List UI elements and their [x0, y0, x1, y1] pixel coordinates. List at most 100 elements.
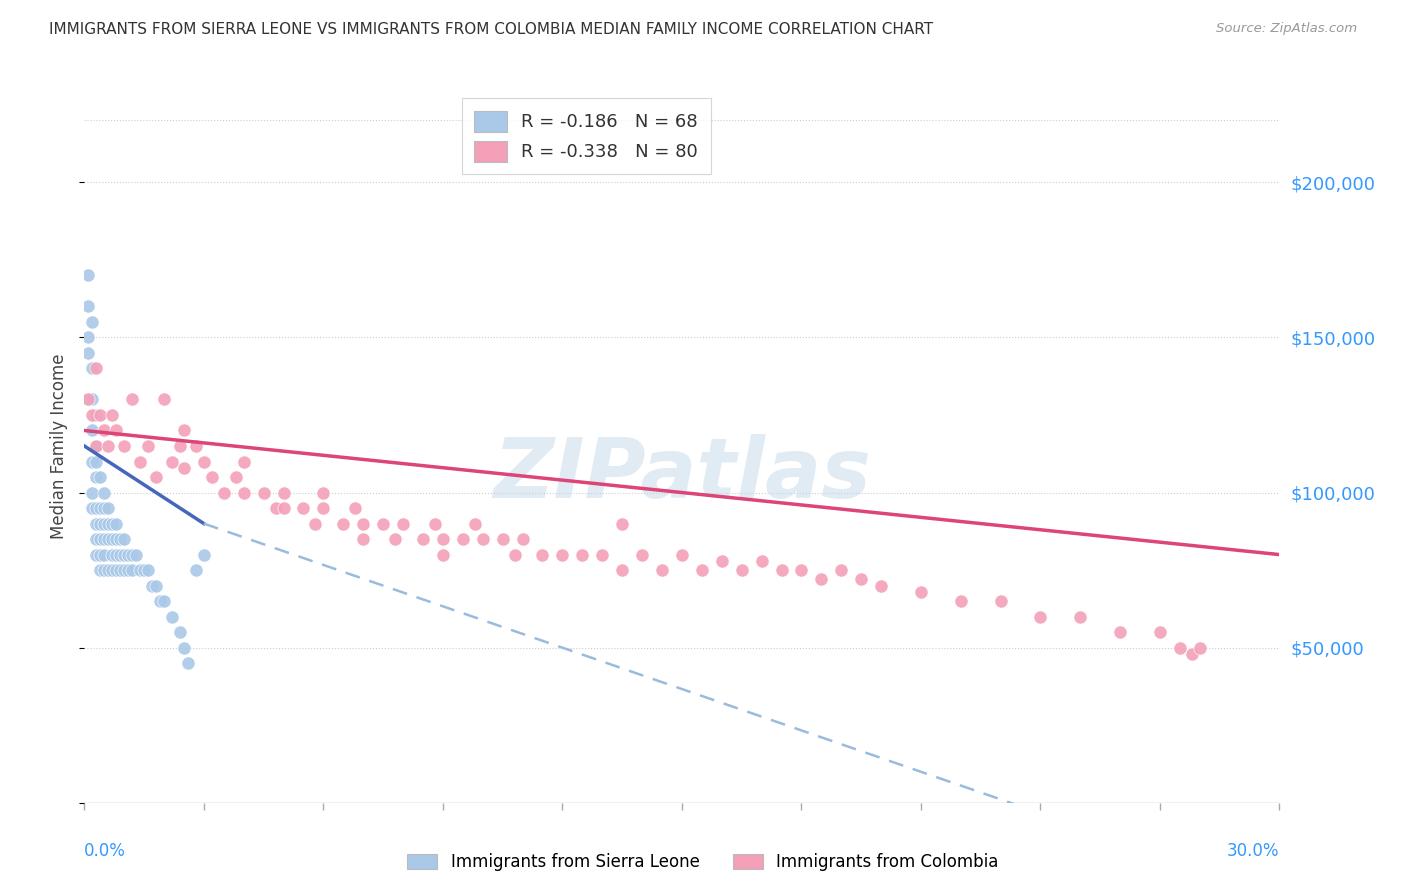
Point: [177, 656, 200, 670]
Point: [101, 563, 124, 577]
Point: [1149, 625, 1171, 640]
Point: [273, 485, 295, 500]
Point: [169, 625, 191, 640]
Point: [82, 315, 104, 329]
Point: [870, 579, 893, 593]
Point: [471, 532, 494, 546]
Point: [160, 609, 183, 624]
Point: [86, 548, 108, 562]
Point: [332, 516, 354, 531]
Point: [810, 573, 832, 587]
Point: [86, 408, 108, 422]
Point: [392, 516, 415, 531]
Point: [145, 470, 167, 484]
Text: 0.0%: 0.0%: [84, 842, 127, 860]
Point: [173, 424, 195, 438]
Point: [89, 532, 111, 546]
Point: [1181, 647, 1204, 661]
Point: [352, 516, 374, 531]
Point: [184, 563, 207, 577]
Point: [153, 594, 176, 608]
Point: [97, 501, 120, 516]
Point: [105, 532, 128, 546]
Point: [136, 563, 159, 577]
Point: [86, 470, 108, 484]
Point: [304, 516, 326, 531]
Point: [225, 470, 247, 484]
Point: [212, 485, 235, 500]
Point: [89, 408, 111, 422]
Point: [690, 563, 713, 577]
Point: [710, 554, 733, 568]
Point: [173, 640, 195, 655]
Point: [105, 516, 128, 531]
Point: [790, 563, 813, 577]
Point: [86, 501, 108, 516]
Point: [101, 408, 124, 422]
Point: [169, 439, 191, 453]
Point: [492, 532, 515, 546]
Point: [93, 501, 115, 516]
Point: [82, 392, 104, 407]
Point: [77, 392, 100, 407]
Point: [412, 532, 434, 546]
Point: [193, 548, 215, 562]
Point: [93, 516, 115, 531]
Point: [77, 346, 100, 360]
Legend: R = -0.186   N = 68, R = -0.338   N = 80: R = -0.186 N = 68, R = -0.338 N = 80: [461, 98, 711, 174]
Point: [770, 563, 793, 577]
Point: [97, 439, 120, 453]
Point: [631, 548, 654, 562]
Point: [101, 532, 124, 546]
Point: [173, 460, 195, 475]
Point: [731, 563, 754, 577]
Point: [432, 532, 454, 546]
Point: [312, 501, 335, 516]
Point: [86, 361, 108, 376]
Point: [612, 516, 634, 531]
Point: [93, 485, 115, 500]
Point: [1109, 625, 1132, 640]
Point: [651, 563, 673, 577]
Point: [264, 501, 287, 516]
Point: [129, 563, 152, 577]
Point: [312, 485, 335, 500]
Point: [373, 516, 395, 531]
Point: [112, 563, 135, 577]
Point: [253, 485, 276, 500]
Point: [160, 454, 183, 468]
Point: [112, 439, 135, 453]
Point: [105, 424, 128, 438]
Point: [110, 548, 132, 562]
Point: [121, 563, 143, 577]
Point: [591, 548, 613, 562]
Point: [531, 548, 554, 562]
Point: [86, 439, 108, 453]
Point: [77, 392, 100, 407]
Point: [89, 548, 111, 562]
Point: [82, 485, 104, 500]
Point: [97, 563, 120, 577]
Point: [949, 594, 972, 608]
Point: [97, 516, 120, 531]
Point: [141, 579, 163, 593]
Point: [129, 454, 152, 468]
Point: [612, 563, 634, 577]
Point: [1188, 640, 1211, 655]
Point: [82, 424, 104, 438]
Point: [93, 424, 115, 438]
Point: [97, 532, 120, 546]
Point: [121, 392, 143, 407]
Point: [82, 501, 104, 516]
Point: [101, 548, 124, 562]
Point: [1069, 609, 1091, 624]
Point: [910, 584, 932, 599]
Text: 30.0%: 30.0%: [1227, 842, 1279, 860]
Point: [77, 268, 100, 283]
Point: [77, 330, 100, 344]
Point: [82, 408, 104, 422]
Point: [86, 516, 108, 531]
Point: [93, 548, 115, 562]
Point: [86, 532, 108, 546]
Point: [117, 548, 139, 562]
